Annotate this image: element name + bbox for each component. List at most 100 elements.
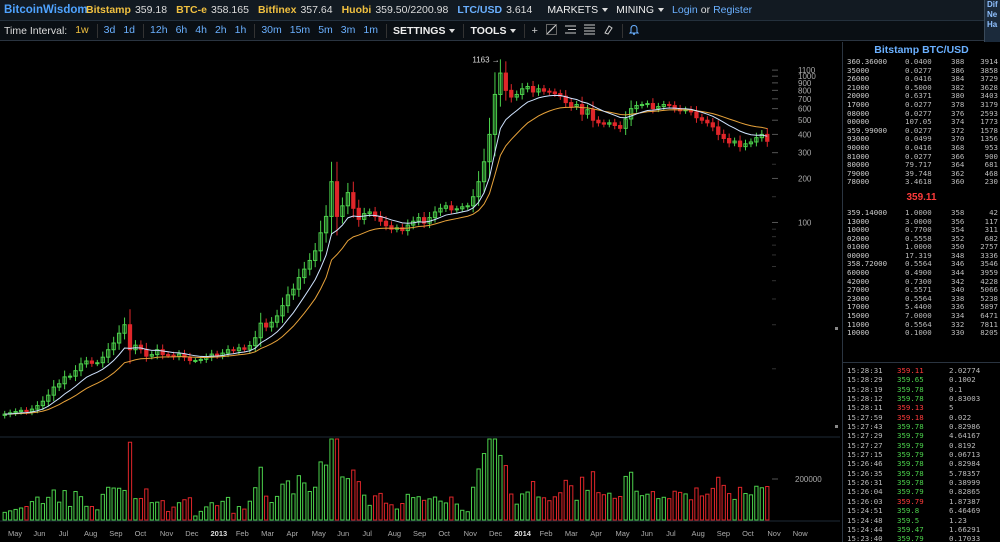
ask-row[interactable]: 20000 0.6371 380 3403 (843, 92, 1000, 101)
bid-row[interactable]: 10000 0.7700 354 311 (843, 225, 1000, 235)
register-link[interactable]: Register (713, 4, 753, 16)
candle-body (694, 111, 699, 119)
market-ticker[interactable]: Huobi 359.50/2200.98 (342, 4, 449, 16)
interval-12h[interactable]: 12h (150, 23, 168, 36)
order-price: 81000 (847, 151, 870, 161)
candle-body (242, 347, 247, 350)
order-amount: 17.319 (905, 250, 932, 260)
volume-bar (405, 493, 410, 521)
interval-1w[interactable]: 1w (75, 23, 89, 36)
fib-icon[interactable] (583, 24, 595, 38)
ask-row[interactable]: 359.99000 0.0277 372 1578 (843, 126, 1000, 136)
market-ticker[interactable]: BTC-e 358.165 (176, 4, 249, 16)
brand-logo-link[interactable]: BitcoinWisdom (4, 4, 88, 16)
bid-row[interactable]: 13000 3.0000 356 117 (843, 217, 1000, 227)
volume-bar (754, 485, 759, 521)
candle-body (481, 161, 487, 183)
trade-amount: 0.82986 (949, 422, 981, 432)
bid-row[interactable]: 23000 0.5564 338 5238 (843, 294, 1000, 304)
crosshair-icon[interactable]: + (531, 24, 538, 37)
order-level: 342 (951, 276, 965, 286)
ask-row[interactable]: 00000 107.05 374 1773 (843, 118, 1000, 127)
network-stats-strip[interactable]: Dif Ne Ha (984, 0, 1000, 42)
mining-menu[interactable]: MINING (616, 4, 665, 16)
market-ticker[interactable]: Bitstamp 359.18 (86, 4, 167, 16)
bid-row[interactable]: 359.14000 1.0000 358 42 (843, 208, 1000, 218)
order-price: 90000 (847, 142, 870, 152)
order-amount: 0.0277 (905, 99, 932, 109)
bid-row[interactable]: 358.72000 0.5564 346 3546 (843, 260, 1000, 269)
ask-row[interactable]: 17000 0.0277 378 3179 (843, 99, 1000, 110)
bid-row[interactable]: 02000 0.5558 352 682 (843, 234, 1000, 244)
interval-1m[interactable]: 1m (363, 23, 378, 36)
ask-row[interactable]: 78000 3.4618 360 230 (843, 178, 1000, 187)
ask-row[interactable]: 90000 0.0416 368 953 (843, 142, 1000, 153)
order-amount: 0.5000 (905, 82, 932, 92)
ask-row[interactable]: 26000 0.0416 384 3729 (843, 75, 1000, 84)
bid-row[interactable]: 00000 17.319 348 3336 (843, 250, 1000, 261)
interval-2h[interactable]: 2h (214, 23, 227, 36)
ask-row[interactable]: 21000 0.5000 382 3628 (843, 82, 1000, 93)
bid-row[interactable]: 10000 0.1000 330 8205 (843, 329, 1000, 338)
bid-row[interactable]: 17000 5.4400 336 5897 (843, 303, 1000, 312)
candle-body (291, 288, 296, 296)
chevron-down-icon (510, 28, 517, 33)
volume-bar (688, 499, 694, 521)
interval-6h[interactable]: 6h (175, 23, 188, 36)
ask-row[interactable]: 35000 0.0277 386 3858 (843, 65, 1000, 76)
interval-1d[interactable]: 1d (123, 23, 136, 36)
settings-menu[interactable]: SETTINGS (393, 25, 456, 37)
x-axis-label: Sep (717, 529, 730, 538)
order-price: 35000 (847, 65, 870, 75)
candle-body (563, 95, 568, 104)
order-amount: 0.6371 (905, 91, 932, 101)
volume-bar (748, 494, 754, 521)
markets-menu[interactable]: MARKETS (547, 4, 609, 16)
volume-bar (127, 441, 133, 521)
volume-bar (601, 494, 607, 521)
candle-body (547, 90, 552, 93)
erase-icon[interactable] (603, 24, 614, 38)
alert-bell-icon[interactable] (628, 24, 640, 38)
candle-body (754, 137, 759, 143)
line-icon[interactable] (545, 23, 557, 38)
market-ticker[interactable]: LTC/USD 3.614 (457, 4, 532, 16)
bid-row[interactable]: 42000 0.7300 342 4228 (843, 276, 1000, 287)
interval-1h[interactable]: 1h (234, 23, 247, 36)
trade-row: 15:26:31 359.78 0.38999 (843, 478, 1000, 487)
ema-slow-line (4, 106, 768, 415)
candle-body (503, 72, 508, 91)
trade-amount: 6.46469 (949, 506, 981, 516)
candle-body (661, 104, 666, 108)
bid-row[interactable]: 60000 0.4900 344 3959 (843, 268, 1000, 278)
ask-row[interactable]: 93000 0.0499 370 1356 (843, 135, 1000, 144)
volume-bar (323, 464, 329, 521)
bid-row[interactable]: 11000 0.5564 332 7811 (843, 320, 1000, 330)
interval-3m[interactable]: 3m (340, 23, 356, 36)
hlines-icon[interactable] (564, 24, 576, 38)
bid-row[interactable]: 15000 7.0000 334 6471 (843, 311, 1000, 321)
ask-row[interactable]: 80000 79.717 364 681 (843, 161, 1000, 170)
bid-row[interactable]: 01000 1.0000 350 2757 (843, 243, 1000, 252)
x-axis-label: Jun (337, 529, 349, 538)
interval-3d[interactable]: 3d (103, 23, 116, 36)
ask-row[interactable]: 81000 0.0277 366 900 (843, 151, 1000, 162)
price-chart[interactable]: 1100 1000 900 800 700 600 500 400 300 200 100 20000… (0, 42, 840, 542)
candle-body (520, 88, 525, 95)
interval-30m[interactable]: 30m (261, 23, 282, 36)
login-link[interactable]: Login (672, 4, 698, 16)
bid-row[interactable]: 27000 0.5571 340 5066 (843, 286, 1000, 295)
market-ticker[interactable]: Bitfinex 357.64 (258, 4, 333, 16)
interval-15m[interactable]: 15m (289, 23, 311, 36)
ask-row[interactable]: 360.36000 0.0400 388 3914 (843, 57, 1000, 67)
tools-menu[interactable]: TOOLS (470, 25, 517, 37)
candle-body (639, 104, 645, 107)
ask-row[interactable]: 79000 39.748 362 468 (843, 169, 1000, 179)
candle-body (285, 294, 291, 307)
interval-5m[interactable]: 5m (318, 23, 333, 36)
order-level: 344 (951, 268, 965, 278)
interval-4h[interactable]: 4h (195, 23, 207, 36)
volume-bar (73, 491, 78, 521)
ask-row[interactable]: 08000 0.0277 376 2593 (843, 109, 1000, 119)
